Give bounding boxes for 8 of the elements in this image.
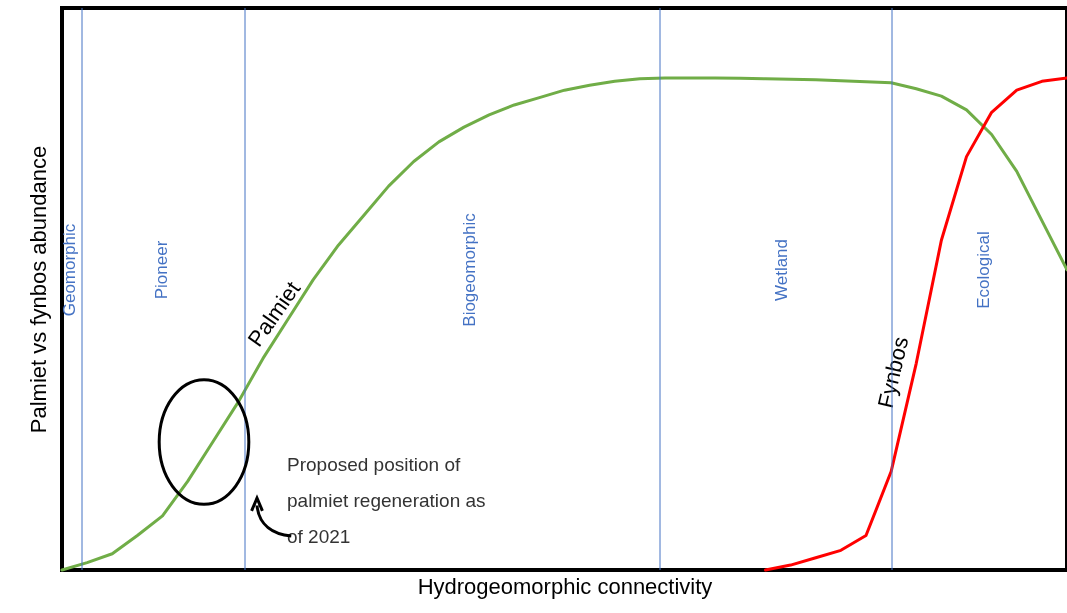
annotation: Geomorphic xyxy=(60,223,79,317)
annotation: Ecological xyxy=(974,231,993,309)
annotation: Pioneer xyxy=(152,240,171,300)
annotation: Biogeomorphic xyxy=(460,212,479,327)
x-axis-title: Hydrogeomorphic connectivity xyxy=(417,573,713,599)
annotation: Wetland xyxy=(772,238,791,302)
text: Fynbos xyxy=(872,334,914,411)
y-axis-title: Palmiet vs fynbos abundance xyxy=(25,145,51,434)
